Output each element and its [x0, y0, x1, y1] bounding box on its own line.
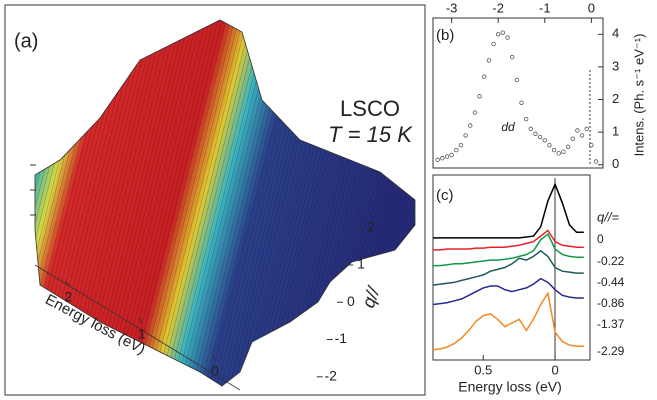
data-point: [528, 126, 534, 132]
data-point: [500, 30, 506, 35]
data-point: [486, 58, 492, 63]
data-point: [463, 133, 468, 138]
data-point: [454, 147, 459, 153]
y-tick-label: 0: [347, 293, 355, 309]
data-point: [584, 126, 589, 132]
y-tick-label: 1: [357, 256, 365, 272]
data-point: [491, 41, 496, 47]
legend-label: -1.37: [597, 317, 625, 331]
data-point: [444, 154, 450, 159]
data-point: [575, 128, 580, 133]
data-point: [496, 32, 501, 37]
y-axis-label: Intens. (Ph. s⁻¹ eV⁻¹): [631, 34, 646, 157]
x-tick-label: -1: [539, 0, 551, 15]
data-point: [482, 74, 487, 79]
data-point: [468, 123, 473, 128]
data-point: [542, 138, 547, 143]
panel-frame: [4, 4, 426, 396]
legend-title: q//=: [597, 209, 619, 224]
series-line: [433, 229, 584, 251]
legend-label: 0: [597, 232, 604, 246]
x-tick: [138, 317, 143, 324]
data-point: [477, 94, 482, 99]
legend-label: -2.29: [597, 344, 625, 358]
data-point: [589, 142, 594, 148]
data-point: [556, 151, 561, 156]
data-point: [505, 35, 510, 40]
y-tick-label: 1: [612, 124, 619, 139]
x-tick-label: 0: [551, 362, 558, 377]
data-point: [509, 54, 515, 60]
panel-label: (a): [14, 30, 38, 52]
panel-frame: [432, 17, 604, 169]
x-tick-label: 0.5: [474, 362, 492, 377]
data-point: [565, 144, 571, 150]
data-point: [537, 134, 543, 140]
x-tick-label: 0: [211, 363, 219, 379]
data-point: [519, 100, 524, 105]
data-point: [547, 142, 552, 148]
data-point: [579, 133, 585, 138]
data-point: [593, 159, 599, 164]
data-point: [561, 149, 566, 154]
data-point: [514, 77, 520, 83]
annotation: LSCO: [340, 96, 400, 121]
y-tick-label: 4: [612, 26, 619, 41]
series-line: [433, 182, 584, 239]
series-line: [432, 277, 584, 306]
data-point: [533, 131, 538, 136]
x-tick: [64, 280, 69, 287]
data-point: [523, 116, 529, 122]
x-tick-label: -3: [446, 0, 458, 15]
series-line: [432, 291, 584, 351]
panel-frame: [432, 174, 591, 361]
x-tick: [211, 354, 216, 361]
data-point: [458, 142, 464, 148]
x-tick-label: -2: [492, 0, 504, 15]
series-line: [432, 249, 584, 286]
surface-plot: [30, 19, 416, 391]
panel-label: (c): [436, 187, 454, 204]
y-tick-label: 2: [612, 91, 619, 106]
data-point: [435, 157, 440, 163]
legend-label: -0.22: [597, 254, 625, 268]
x-tick-label: 1: [138, 326, 146, 342]
series-line: [433, 233, 584, 267]
data-point: [440, 156, 445, 161]
annotation: dd: [501, 120, 515, 134]
y-tick-label: 2: [367, 218, 375, 234]
y-axis-label: q//: [358, 283, 384, 311]
y-tick-label: -2: [325, 368, 338, 384]
data-point: [449, 152, 454, 158]
annotation: T = 15 K: [328, 122, 413, 147]
x-axis-label: Energy loss (eV): [458, 379, 561, 395]
x-tick-label: 2: [64, 289, 72, 305]
x-tick-label: 0: [588, 0, 595, 15]
data-point: [472, 110, 478, 115]
y-tick-label: -1: [335, 330, 348, 346]
legend-label: -0.86: [597, 296, 625, 310]
panel-label: (b): [436, 27, 454, 44]
data-point: [551, 147, 557, 153]
y-tick-label: 3: [612, 58, 619, 73]
data-point: [570, 136, 575, 141]
y-tick-label: 0: [612, 156, 619, 171]
legend-label: -0.44: [597, 275, 625, 289]
